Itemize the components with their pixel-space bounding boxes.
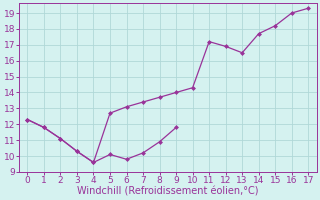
X-axis label: Windchill (Refroidissement éolien,°C): Windchill (Refroidissement éolien,°C) (77, 187, 259, 197)
